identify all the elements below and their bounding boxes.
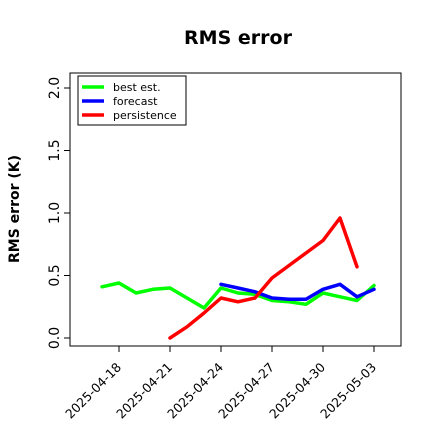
y-axis: 0.0 0.5 1.0 1.5 2.0 <box>47 77 70 349</box>
plot-frame <box>69 72 402 347</box>
y-axis-label: RMS error (K) <box>7 155 23 263</box>
legend-label-best-est: best est. <box>113 81 161 94</box>
series-layer <box>100 216 376 340</box>
series-line-forecast <box>219 282 376 302</box>
y-tick-label: 2.0 <box>47 77 63 99</box>
series-line-best-est <box>100 281 376 310</box>
y-tick-label: 0.5 <box>47 264 63 286</box>
y-tick-label: 0.0 <box>47 327 63 349</box>
y-tick-label: 1.5 <box>47 139 63 161</box>
legend-label-forecast: forecast <box>113 95 158 108</box>
chart-title: RMS error <box>184 27 293 49</box>
series-line-persistence <box>168 216 359 340</box>
legend: best est. forecast persistence <box>77 75 187 126</box>
y-tick-label: 1.0 <box>47 202 63 224</box>
x-axis: 2025-04-182025-04-212025-04-242025-04-27… <box>62 346 379 421</box>
legend-label-persistence: persistence <box>113 109 177 122</box>
